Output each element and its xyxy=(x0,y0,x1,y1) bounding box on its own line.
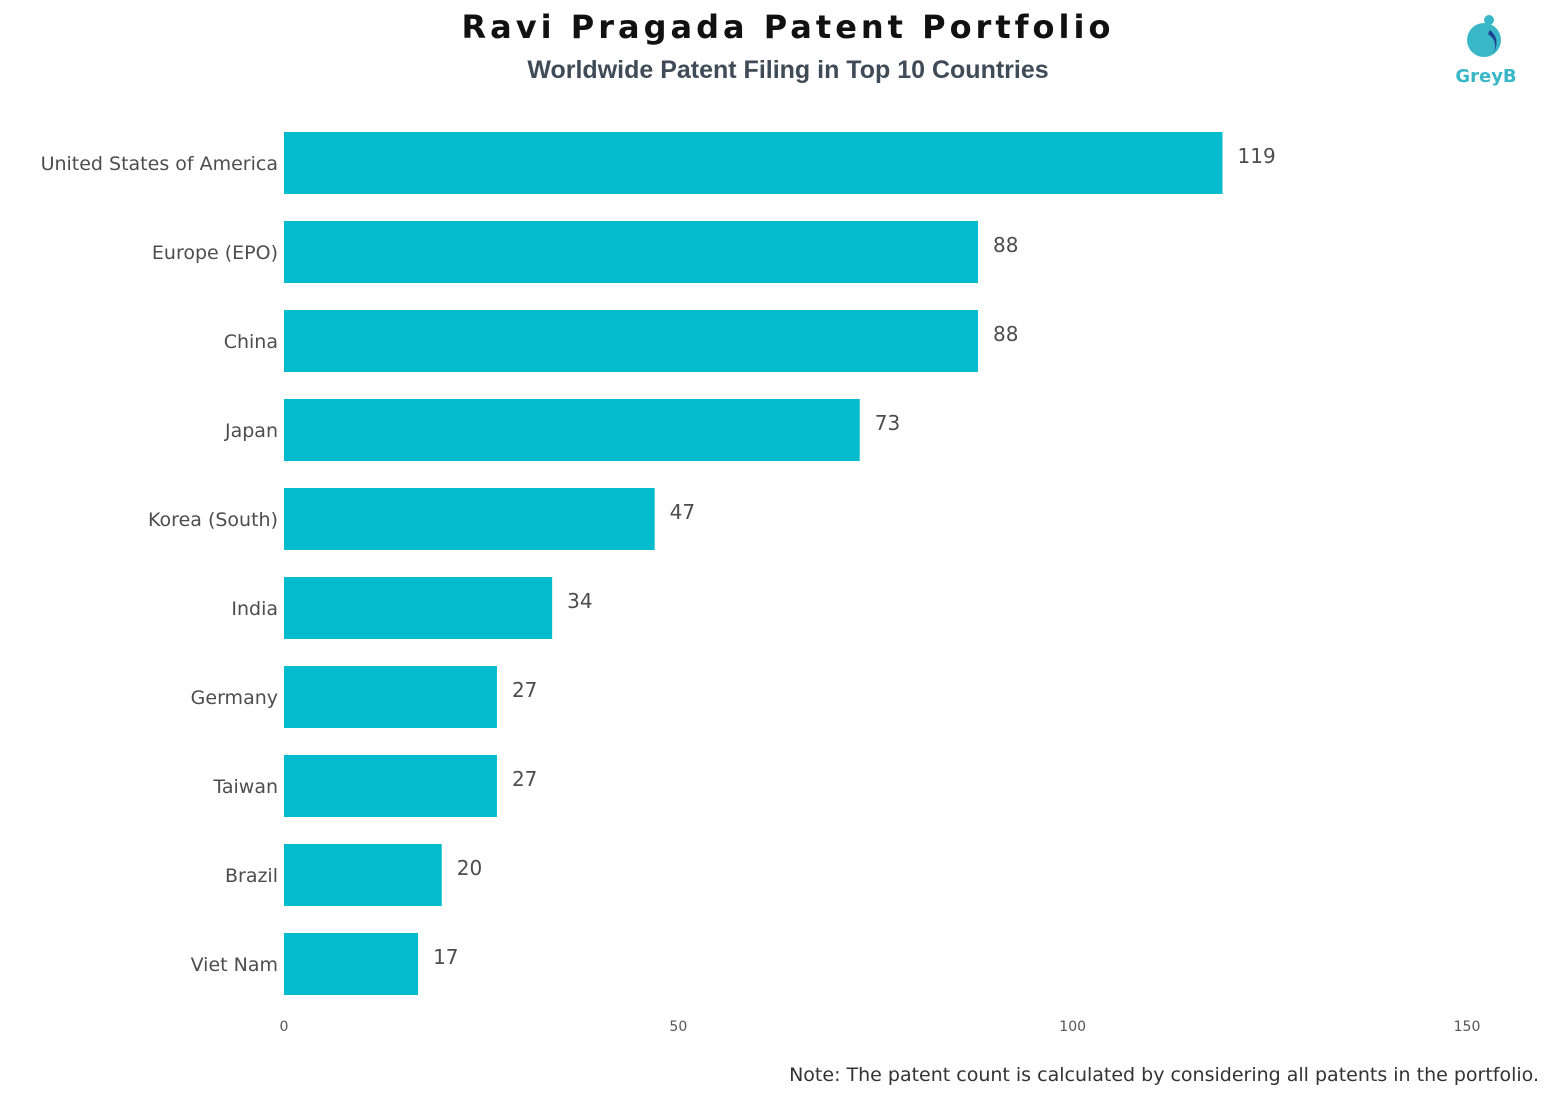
data-labels-layer: 119 88 88 73 47 34 27 27 20 17 xyxy=(433,144,1276,969)
x-axis-ticks: 0 50 100 150 xyxy=(280,1019,1481,1035)
greyb-logo: GreyB xyxy=(1450,12,1522,94)
bar-united-states-of-america xyxy=(284,132,1223,194)
data-label: 27 xyxy=(512,767,537,791)
greyb-logo-text: GreyB xyxy=(1455,66,1517,87)
x-tick-label: 100 xyxy=(1059,1019,1086,1035)
bar-chart: United States of America Europe (EPO) Chin… xyxy=(41,132,1481,1035)
bar-china xyxy=(284,310,979,372)
data-label: 88 xyxy=(993,233,1018,257)
category-label: Taiwan xyxy=(212,776,278,798)
greyb-logo-icon xyxy=(1467,15,1501,57)
chart-subtitle: Worldwide Patent Filing in Top 10 Countr… xyxy=(527,56,1049,84)
category-label: Brazil xyxy=(225,865,278,887)
data-label: 88 xyxy=(993,322,1018,346)
category-label: Korea (South) xyxy=(148,509,278,531)
chart-title: Ravi Pragada Patent Portfolio xyxy=(461,8,1115,46)
x-tick-label: 150 xyxy=(1454,1019,1481,1035)
category-label: India xyxy=(231,598,278,620)
bar-europe-epo xyxy=(284,221,979,283)
data-label: 20 xyxy=(457,856,482,880)
footnote: Note: The patent count is calculated by … xyxy=(789,1064,1539,1086)
bar-korea-south xyxy=(284,488,655,550)
data-label: 73 xyxy=(875,411,900,435)
category-label: Europe (EPO) xyxy=(152,242,278,264)
category-label: Germany xyxy=(191,687,278,709)
bar-india xyxy=(284,577,553,639)
category-labels-layer: United States of America Europe (EPO) Chin… xyxy=(41,153,278,976)
data-label: 27 xyxy=(512,678,537,702)
bar-taiwan xyxy=(284,755,497,817)
bar-japan xyxy=(284,399,860,461)
data-label: 17 xyxy=(433,945,458,969)
data-label: 47 xyxy=(670,500,695,524)
data-label: 34 xyxy=(567,589,592,613)
bar-brazil xyxy=(284,844,442,906)
category-label: Japan xyxy=(224,420,278,442)
x-tick-label: 0 xyxy=(280,1019,289,1035)
category-label: United States of America xyxy=(41,153,278,175)
x-tick-label: 50 xyxy=(669,1019,687,1035)
bar-germany xyxy=(284,666,497,728)
bars-layer xyxy=(284,132,1223,995)
category-label: Viet Nam xyxy=(191,954,278,976)
data-label: 119 xyxy=(1238,144,1276,168)
bar-viet-nam xyxy=(284,933,419,995)
category-label: China xyxy=(224,331,278,353)
